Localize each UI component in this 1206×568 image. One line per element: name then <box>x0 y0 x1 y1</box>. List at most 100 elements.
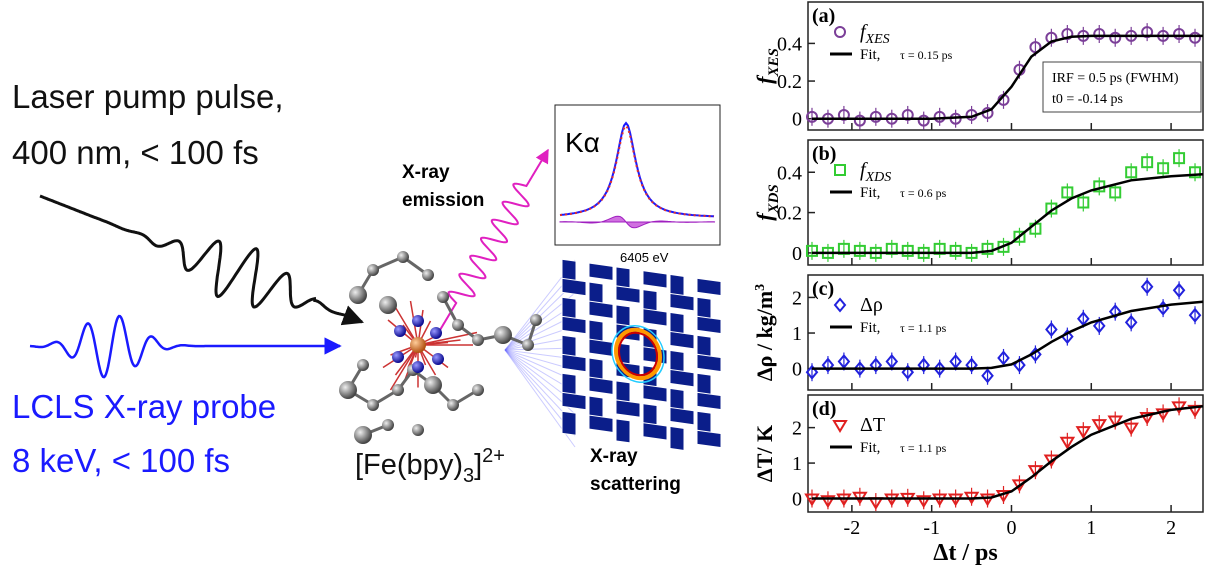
data-point <box>853 114 866 127</box>
data-point <box>1108 304 1122 320</box>
legend-label-text: f <box>860 21 868 43</box>
data-point <box>981 242 994 255</box>
data-point <box>853 361 867 377</box>
legend-label: Fit, <box>860 185 880 201</box>
legend-label-text: ΔT <box>860 414 885 436</box>
inset-difference <box>559 215 716 229</box>
data-point <box>1172 282 1186 298</box>
nitrogen <box>412 361 424 373</box>
legend-annotation: τ = 1.1 ps <box>900 441 947 455</box>
annotation-box <box>1042 61 1202 113</box>
data-point <box>1061 186 1074 199</box>
atom <box>424 376 442 394</box>
molecule-label: [Fe(bpy)3]2+ <box>355 445 505 487</box>
atom <box>379 296 397 314</box>
detector-tile <box>588 338 614 358</box>
nitrogen <box>430 327 442 339</box>
data-point <box>1157 162 1170 175</box>
data-point <box>869 357 883 373</box>
data-point <box>933 110 946 123</box>
y-tick-label: 2 <box>792 418 802 440</box>
atom <box>367 399 379 411</box>
inset-curve <box>559 124 715 218</box>
atom <box>367 264 379 276</box>
detector-tile <box>615 285 641 304</box>
data-point <box>915 495 932 509</box>
y-tick-label: 2 <box>792 287 802 309</box>
legend-label-sub: XES <box>865 32 890 47</box>
detector-tile <box>696 315 722 335</box>
data-point <box>832 420 848 433</box>
detector-tile <box>642 422 668 441</box>
x-tick-label: 0 <box>1006 517 1016 539</box>
legend-label: Δρ <box>860 294 883 316</box>
atom <box>472 334 484 346</box>
data-point <box>1059 436 1076 450</box>
scattering-label: scattering <box>590 474 681 495</box>
detector-tile <box>561 353 587 373</box>
detector-tile <box>669 368 695 388</box>
detector-tile <box>615 399 641 418</box>
data-point <box>949 244 962 257</box>
pump-label: Laser pump pulse, <box>12 78 284 115</box>
panel-label: (b) <box>812 143 836 165</box>
legend-annotation: τ = 1.1 ps <box>900 321 947 335</box>
legend-annotation: τ = 0.15 ps <box>900 48 953 62</box>
nitrogen <box>412 315 424 327</box>
atom <box>382 419 394 431</box>
diffraction-ring <box>611 324 665 383</box>
atom <box>397 251 409 263</box>
fit-line <box>812 173 1204 255</box>
x-tick-label: -1 <box>923 517 940 539</box>
x-tick-label: 1 <box>1086 517 1096 539</box>
detector-tile <box>696 429 722 449</box>
panel-label: (d) <box>812 398 836 420</box>
data-point <box>981 368 994 384</box>
detector-tile <box>642 384 668 403</box>
y-axis-label-sub: XDS <box>766 184 782 214</box>
emission-label: emission <box>402 190 484 211</box>
atom <box>437 291 449 303</box>
legend-label: fXES <box>860 21 890 47</box>
atom <box>472 384 484 396</box>
legend-label-sub: XDS <box>865 170 892 185</box>
diffraction-ring <box>618 331 658 377</box>
legend-label: ΔT <box>860 414 885 436</box>
plot-frame <box>807 139 1204 266</box>
plot-frame <box>807 1 1204 131</box>
molecule-text: [Fe(bpy) <box>355 449 463 481</box>
legend-label: fXDS <box>860 159 891 185</box>
atom <box>522 339 534 351</box>
y-axis-label: Δρ / kg/m3 <box>752 284 777 381</box>
y-tick-label: 0.2 <box>777 203 802 225</box>
data-point <box>834 164 846 176</box>
legend-label: Fit, <box>860 47 880 63</box>
data-point <box>805 244 818 257</box>
y-tick-label: 0 <box>792 243 802 265</box>
inset-axis-label: 6405 eV <box>620 250 669 265</box>
data-point <box>1045 321 1058 338</box>
detector-tile <box>696 353 722 373</box>
data-point <box>933 361 946 377</box>
atom <box>392 384 404 396</box>
atom <box>339 381 357 399</box>
atom <box>447 399 459 411</box>
molecule-sub: 3 <box>463 465 474 487</box>
probe-label: LCLS X-ray probe <box>12 388 276 425</box>
panel-label: (a) <box>812 5 835 27</box>
data-point <box>1189 31 1202 44</box>
data-point <box>1187 404 1203 418</box>
y-axis-label: fXES <box>752 48 782 84</box>
legend-label: Fit, <box>860 320 880 336</box>
data-point <box>1075 426 1092 440</box>
atom <box>357 359 369 371</box>
data-point <box>979 493 996 507</box>
setup-diagram: Laser pump pulse, 400 nm, < 100 fs LCLS … <box>12 78 722 495</box>
detector-tile <box>561 277 587 297</box>
data-point <box>1171 401 1187 415</box>
legend-label: Fit, <box>860 440 880 456</box>
fit-line <box>812 300 1204 370</box>
plot-frame <box>807 394 1204 513</box>
